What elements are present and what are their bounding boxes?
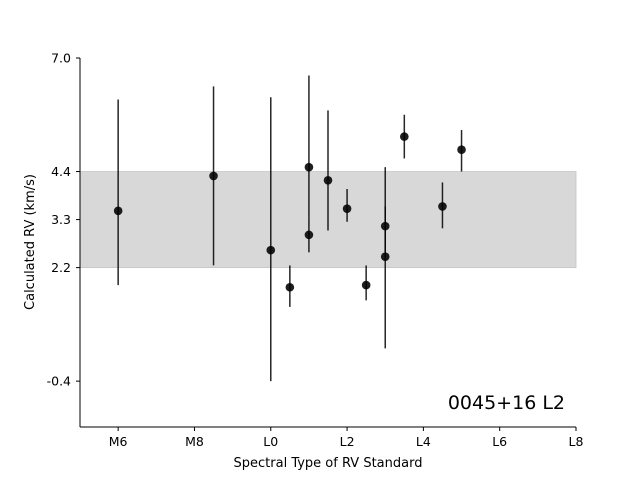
x-tick-label-1: M6 [109,434,128,449]
data-point-13 [438,202,447,211]
data-point-12 [400,132,409,141]
object-annotation: 0045+16 L2 [448,392,565,414]
data-point-2 [209,171,218,181]
y-tick-label-4: 4.4 [51,164,71,179]
data-points [113,132,466,292]
data-point-7 [323,175,333,185]
data-point-6 [304,230,314,240]
y-ticks: -0.4 2.2 3.3 4.4 7.0 [47,51,80,389]
x-tick-label-5: L4 [416,434,431,449]
y-tick-label-1: -0.4 [47,374,71,389]
data-point-8 [342,204,352,213]
y-axis-title: Calculated RV (km/s) [23,174,38,310]
y-tick-label-3: 3.3 [51,212,71,227]
y-tick-label-5: 7.0 [51,51,71,66]
x-axis-title: Spectral Type of RV Standard [234,456,423,471]
x-tick-label-2: M8 [185,434,204,449]
x-tick-label-7: L8 [569,434,584,449]
data-point-14 [457,145,466,155]
data-point-3 [266,245,276,255]
x-tick-label-4: L2 [340,434,355,449]
x-tick-label-3: L0 [263,434,278,449]
x-tick-label-6: L6 [492,434,507,449]
data-point-9 [361,280,371,290]
y-tick-label-2: 2.2 [51,260,71,275]
data-point-5 [304,162,314,172]
x-ticks: M6 M8 L0 L2 L4 L6 L8 [109,427,584,449]
data-point-4 [285,282,295,292]
data-point-10 [380,221,390,231]
data-point-1 [113,206,123,216]
data-point-11 [380,252,390,261]
